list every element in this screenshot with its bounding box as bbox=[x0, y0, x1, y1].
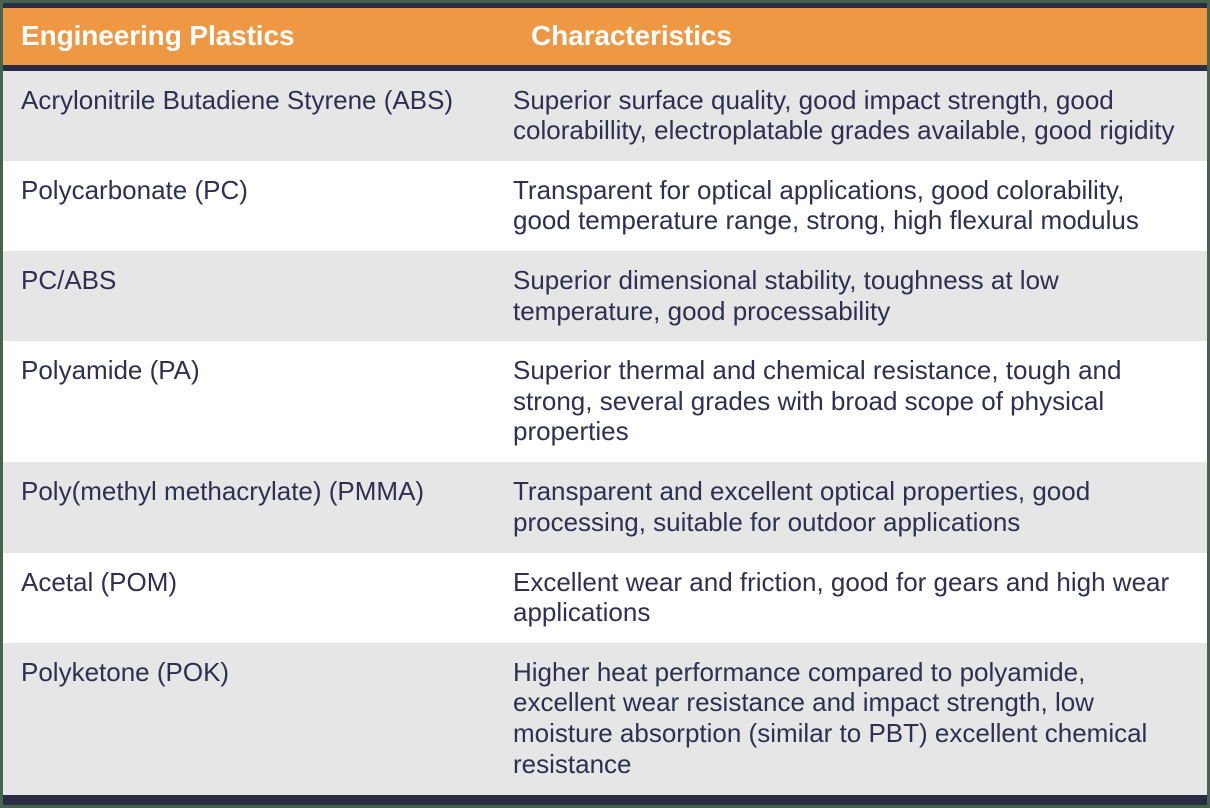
cell-characteristics: Superior dimensional stability, toughnes… bbox=[513, 250, 1207, 342]
cell-characteristics: Excellent wear and friction, good for ge… bbox=[513, 552, 1207, 643]
table-row: Polycarbonate (PC) Transparent for optic… bbox=[3, 160, 1207, 251]
table-row: Polyketone (POK) Higher heat performance… bbox=[3, 642, 1207, 805]
cell-plastic-name: Polyamide (PA) bbox=[3, 341, 513, 463]
table-header: Engineering Plastics Characteristics bbox=[3, 3, 1207, 71]
table-body: Acrylonitrile Butadiene Styrene (ABS) Su… bbox=[3, 67, 1207, 805]
cell-plastic-name: Poly(methyl methacrylate) (PMMA) bbox=[3, 462, 513, 553]
column-header-engineering-plastics: Engineering Plastics bbox=[3, 3, 513, 71]
table-row: Polyamide (PA) Superior thermal and chem… bbox=[3, 341, 1207, 463]
engineering-plastics-table: Engineering Plastics Characteristics Acr… bbox=[3, 3, 1207, 805]
table-row: PC/ABS Superior dimensional stability, t… bbox=[3, 250, 1207, 342]
cell-plastic-name: Polyketone (POK) bbox=[3, 642, 513, 805]
cell-characteristics: Superior surface quality, good impact st… bbox=[513, 67, 1207, 161]
table-row: Acrylonitrile Butadiene Styrene (ABS) Su… bbox=[3, 67, 1207, 161]
table-row: Poly(methyl methacrylate) (PMMA) Transpa… bbox=[3, 462, 1207, 553]
table-row: Acetal (POM) Excellent wear and friction… bbox=[3, 552, 1207, 643]
cell-characteristics: Higher heat performance compared to poly… bbox=[513, 642, 1207, 805]
cell-characteristics: Transparent and excellent optical proper… bbox=[513, 462, 1207, 553]
cell-characteristics: Superior thermal and chemical resistance… bbox=[513, 341, 1207, 463]
cell-plastic-name: PC/ABS bbox=[3, 250, 513, 342]
cell-plastic-name: Polycarbonate (PC) bbox=[3, 160, 513, 251]
cell-plastic-name: Acetal (POM) bbox=[3, 552, 513, 643]
cell-plastic-name: Acrylonitrile Butadiene Styrene (ABS) bbox=[3, 67, 513, 161]
cell-characteristics: Transparent for optical applications, go… bbox=[513, 160, 1207, 251]
column-header-characteristics: Characteristics bbox=[513, 3, 1207, 71]
header-row: Engineering Plastics Characteristics bbox=[3, 3, 1207, 71]
